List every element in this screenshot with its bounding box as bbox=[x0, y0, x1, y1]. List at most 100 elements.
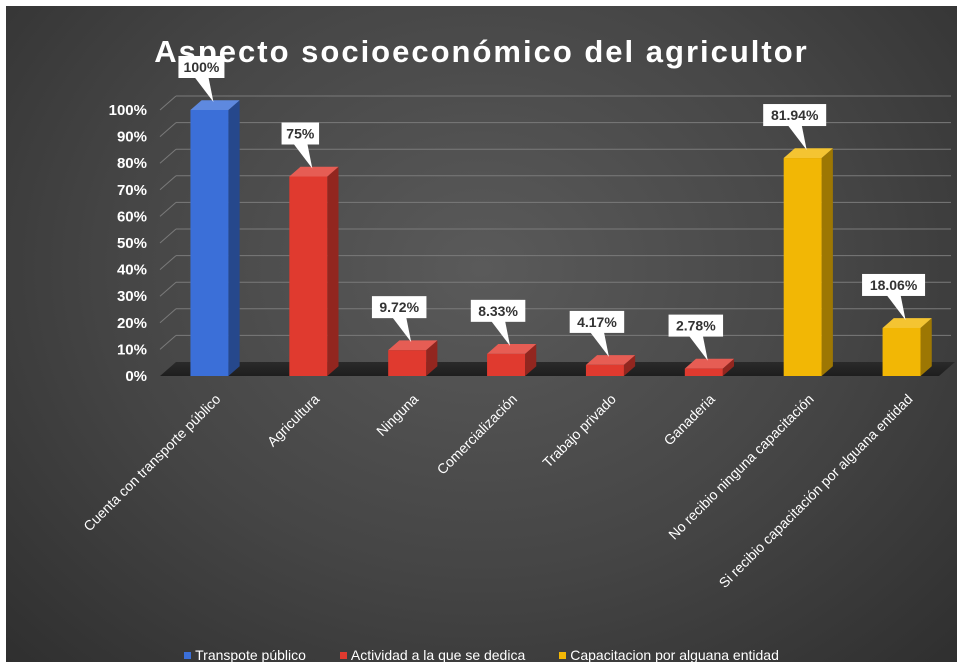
bar-front bbox=[783, 158, 822, 376]
legend: Transpote público Actividad a la que se … bbox=[6, 647, 957, 662]
data-label: 75% bbox=[281, 122, 320, 169]
bar-front bbox=[684, 368, 723, 376]
data-label-pointer bbox=[392, 317, 412, 343]
data-label-pointer bbox=[886, 294, 906, 320]
bar-side bbox=[722, 358, 735, 376]
legend-label: Capacitacion por alguana entidad bbox=[570, 647, 779, 662]
x-tick-label: Ninguna bbox=[373, 391, 421, 439]
data-label-pointer bbox=[293, 143, 313, 169]
y-tick-label: 30% bbox=[117, 288, 147, 305]
gridline-depth bbox=[159, 228, 177, 244]
bar-top bbox=[190, 100, 240, 110]
legend-label: Actividad a la que se dedica bbox=[350, 647, 526, 662]
bar bbox=[388, 340, 438, 376]
data-label-box bbox=[862, 273, 926, 296]
bar bbox=[289, 166, 339, 376]
legend-swatch bbox=[184, 651, 192, 659]
x-tick-label: Agricultura bbox=[264, 391, 323, 450]
bar bbox=[882, 318, 932, 376]
y-tick-label: 90% bbox=[117, 129, 147, 146]
y-tick-label: 70% bbox=[117, 182, 147, 199]
data-label-box bbox=[668, 314, 724, 337]
data-label-text: 18.06% bbox=[870, 277, 918, 293]
data-label-text: 2.78% bbox=[676, 318, 716, 334]
gridline-depth bbox=[159, 122, 177, 137]
legend-item-actividad: Actividad a la que se dedica bbox=[339, 647, 526, 662]
bar-top bbox=[388, 340, 438, 351]
bar bbox=[585, 355, 636, 376]
x-tick-label: Comercialización bbox=[433, 391, 520, 478]
bar-side bbox=[623, 355, 636, 376]
data-label-text: 9.72% bbox=[379, 299, 419, 315]
data-label: 100% bbox=[178, 56, 225, 102]
bar-top bbox=[684, 358, 735, 369]
bar-top bbox=[882, 318, 932, 328]
y-tick-label: 80% bbox=[117, 155, 147, 172]
x-tick-label: Trabajo privado bbox=[539, 391, 619, 471]
data-label-text: 81.94% bbox=[771, 107, 819, 123]
bar-side bbox=[920, 318, 932, 376]
bar-side bbox=[228, 100, 240, 376]
x-tick-label: Ganaderia bbox=[660, 391, 718, 449]
data-labels: 100% 75% 9.72% 8.33% 4.17% 2.78% 81.94% 18.06% bbox=[178, 56, 926, 361]
legend-swatch bbox=[339, 651, 347, 659]
chart-title: Aspecto socioeconómico del agricultor bbox=[154, 34, 809, 69]
gridline-depth bbox=[159, 148, 177, 164]
legend-label: Transpote público bbox=[195, 647, 306, 662]
bar bbox=[190, 100, 240, 376]
chart-floor bbox=[160, 362, 955, 376]
bar-front bbox=[289, 176, 328, 376]
bar-side bbox=[426, 340, 438, 376]
bar-side bbox=[821, 148, 833, 376]
chart-plot: 0% 10% 20% 30% 40% 50% 60% 70% 80% 90% 100% 100% 75… bbox=[80, 56, 955, 591]
data-label-pointer bbox=[491, 320, 511, 346]
data-label-box bbox=[178, 56, 225, 78]
gridline-depth bbox=[159, 281, 177, 297]
bar-top bbox=[783, 148, 833, 159]
gridline-depth bbox=[159, 95, 177, 111]
data-label-pointer bbox=[194, 77, 214, 102]
bar-top bbox=[585, 355, 636, 365]
y-tick-label: 10% bbox=[117, 341, 147, 358]
bar bbox=[684, 358, 735, 376]
legend-swatch bbox=[559, 651, 567, 659]
data-label-pointer bbox=[787, 125, 807, 151]
data-label-text: 75% bbox=[286, 126, 315, 142]
data-label-box bbox=[569, 310, 625, 333]
bar-front bbox=[388, 350, 427, 376]
bar-top bbox=[487, 344, 537, 354]
gridline-depth bbox=[159, 202, 177, 217]
bar-side bbox=[327, 166, 339, 376]
x-tick-label: Si recibio capacitación por alguana enti… bbox=[716, 391, 916, 591]
gridline-depth bbox=[159, 175, 177, 191]
bar-front bbox=[585, 364, 624, 376]
bar bbox=[783, 148, 833, 376]
x-tick-label: Cuenta con transporte público bbox=[80, 391, 224, 535]
data-label: 18.06% bbox=[862, 273, 926, 320]
data-label-box bbox=[281, 122, 320, 145]
x-axis: Cuenta con transporte público Agricultura… bbox=[80, 391, 916, 591]
gridline-depth bbox=[159, 255, 177, 270]
bar-front bbox=[487, 353, 526, 376]
data-label-box bbox=[470, 299, 526, 322]
y-tick-label: 0% bbox=[125, 368, 147, 385]
data-label: 2.78% bbox=[668, 314, 724, 361]
legend-item-transporte: Transpote público bbox=[184, 647, 306, 662]
y-tick-label: 100% bbox=[109, 102, 147, 119]
legend-item-capacitacion: Capacitacion por alguana entidad bbox=[559, 647, 779, 662]
data-label: 81.94% bbox=[763, 104, 827, 151]
y-axis: 0% 10% 20% 30% 40% 50% 60% 70% 80% 90% 100% bbox=[109, 102, 147, 385]
bar-front bbox=[882, 327, 921, 376]
data-label-text: 8.33% bbox=[478, 303, 518, 319]
data-label: 9.72% bbox=[371, 296, 427, 343]
bar-front bbox=[190, 110, 229, 376]
y-tick-label: 20% bbox=[117, 315, 147, 332]
data-label-pointer bbox=[589, 331, 609, 357]
y-tick-label: 40% bbox=[117, 262, 147, 279]
y-tick-label: 60% bbox=[117, 208, 147, 225]
data-label-box bbox=[371, 296, 427, 319]
data-label-box bbox=[763, 104, 827, 127]
gridlines bbox=[159, 95, 955, 376]
bar bbox=[487, 344, 537, 376]
data-label-text: 4.17% bbox=[577, 314, 617, 330]
